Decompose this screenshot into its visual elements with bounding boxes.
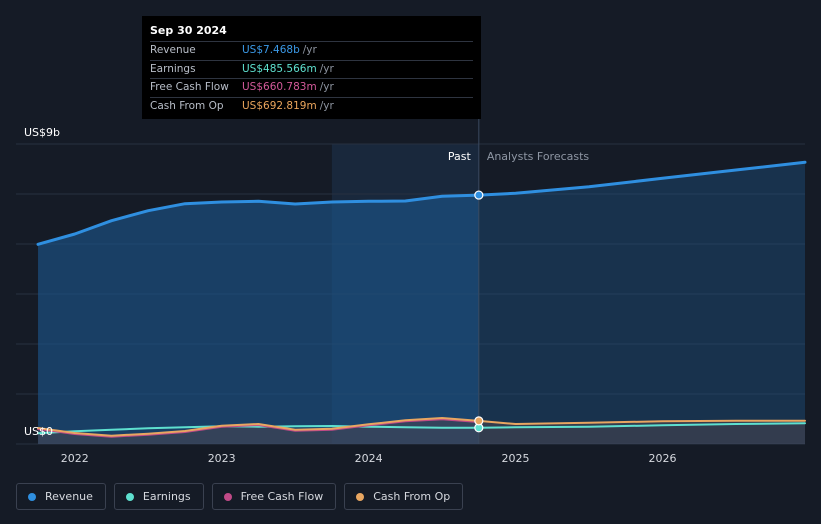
tooltip-row-revenue: Revenue US$7.468b /yr [150,41,473,60]
x-tick-label: 2022 [61,452,89,465]
cash-from-op-marker [474,416,484,426]
tooltip-label: Free Cash Flow [150,81,229,93]
legend-item-revenue[interactable]: Revenue [16,483,106,510]
x-tick-label: 2025 [502,452,530,465]
revenue-marker [474,190,484,200]
legend-item-earnings[interactable]: Earnings [113,483,204,510]
y-axis-label-min: US$0 [24,425,53,438]
tooltip-value: US$692.819m [242,99,317,112]
tooltip-label: Cash From Op [150,99,224,112]
tooltip-unit: /yr [319,62,334,75]
tooltip-unit: /yr [302,44,317,56]
x-tick-label: 2023 [208,452,236,465]
cash-from-op-line [37,417,806,437]
tooltip-label: Earnings [150,62,196,75]
y-axis-label-max: US$9b [24,126,60,139]
tooltip-row-cash-from-op: Cash From Op US$692.819m /yr [150,96,473,116]
legend-dot-icon [125,492,134,501]
legend-dot-icon [356,492,365,501]
tooltip-date: Sep 30 2024 [150,24,227,37]
tooltip-unit: /yr [319,81,334,93]
legend-item-cash-from-op[interactable]: Cash From Op [344,483,464,510]
legend-item-free-cash-flow[interactable]: Free Cash Flow [211,483,337,510]
legend-label: Free Cash Flow [240,490,324,503]
cash-from-op-area [38,418,805,444]
legend-label: Cash From Op [373,490,451,503]
legend-label: Earnings [142,490,191,503]
tooltip-unit: /yr [319,99,334,112]
tooltip-label: Revenue [150,44,196,56]
legend-dot-icon [28,492,36,501]
chart-legend: Revenue Earnings Free Cash Flow Cash Fro… [16,483,464,510]
past-label: Past [448,150,472,163]
revenue-past-area [38,195,479,444]
data-tooltip: Sep 30 2024 Revenue US$7.468b /yr Earnin… [142,16,481,119]
forecast-label: Analysts Forecasts [487,150,590,163]
revenue-line [36,160,807,246]
tooltip-value: US$7.468b [242,44,300,56]
x-tick-label: 2024 [355,452,383,465]
tooltip-row-free-cash-flow: Free Cash Flow US$660.783m /yr [150,78,473,97]
tooltip-value: US$485.566m [242,62,317,75]
legend-label: Revenue [45,490,93,503]
tooltip-row-earnings: Earnings US$485.566m /yr [150,59,473,79]
revenue-area [38,162,805,445]
legend-dot-icon [223,492,232,501]
tooltip-value: US$660.783m [242,81,317,93]
x-tick-label: 2026 [648,452,676,465]
